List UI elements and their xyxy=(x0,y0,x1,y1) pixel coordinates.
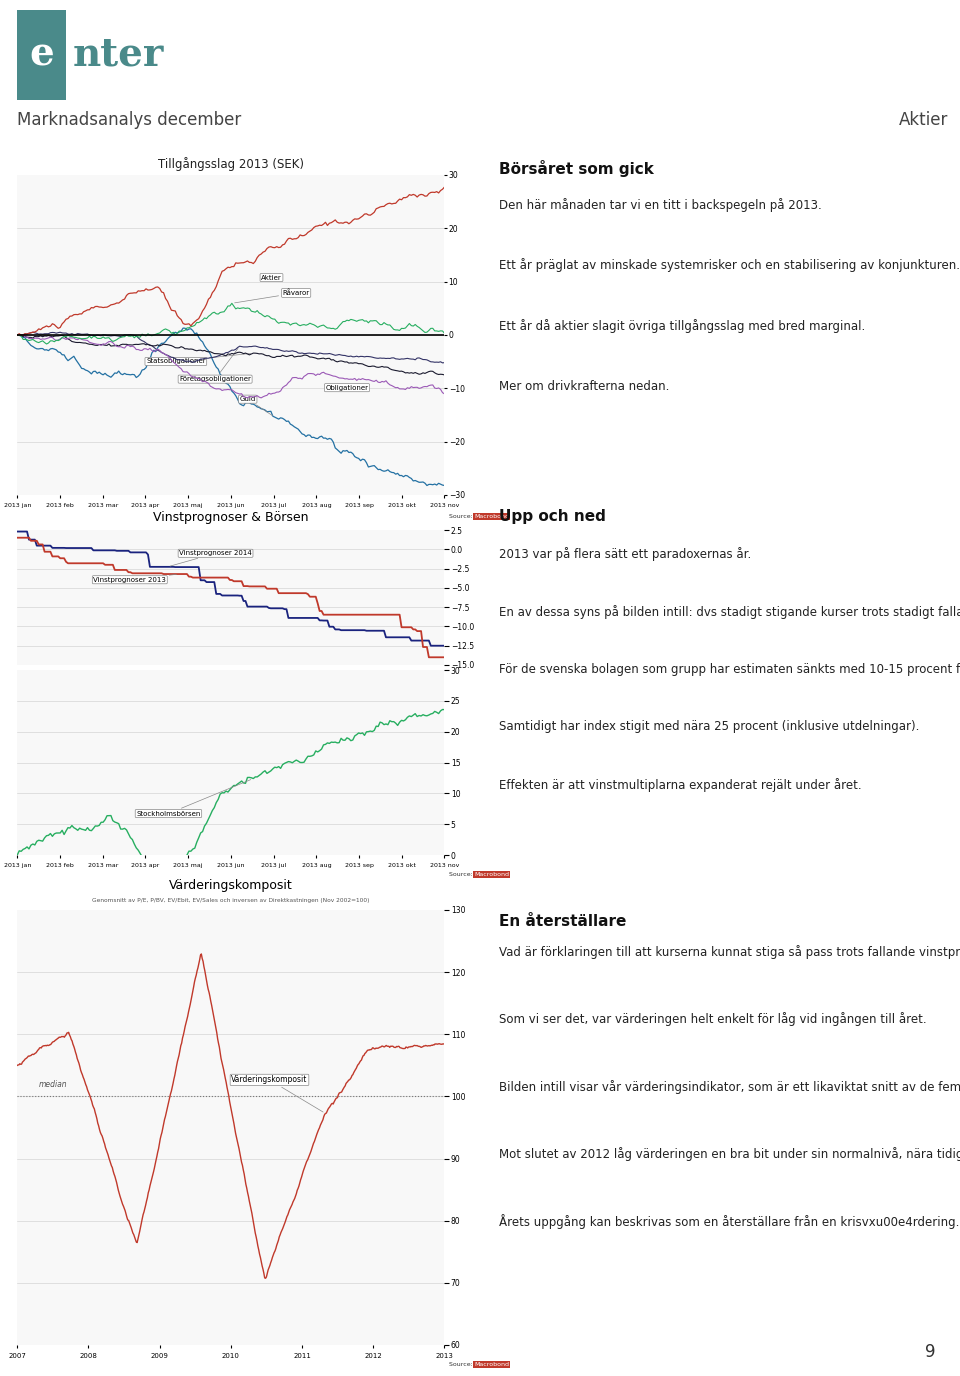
Text: Ett år präglat av minskade systemrisker och en stabilisering av konjunkturen.: Ett år präglat av minskade systemrisker … xyxy=(499,259,960,272)
Text: Mer om drivkrafterna nedan.: Mer om drivkrafterna nedan. xyxy=(499,380,669,394)
Text: Marknadsanalys december: Marknadsanalys december xyxy=(17,111,242,129)
Text: Stockholmsbörsen: Stockholmsbörsen xyxy=(136,780,251,816)
Text: Vinstprognoser 2013: Vinstprognoser 2013 xyxy=(93,574,177,583)
Text: Bilden intill visar vår värderingsindikator, som är ett likaviktat snitt av de f: Bilden intill visar vår värderingsindika… xyxy=(499,1080,960,1094)
Text: e: e xyxy=(29,36,54,74)
Text: median: median xyxy=(38,1080,67,1090)
Text: Mot slutet av 2012 låg värderingen en bra bit under sin normalnivå, nära tidigar: Mot slutet av 2012 låg värderingen en br… xyxy=(499,1148,960,1161)
Text: Aktier: Aktier xyxy=(261,275,282,281)
Text: Vad är förklaringen till att kurserna kunnat stiga så pass trots fallande vinstp: Vad är förklaringen till att kurserna ku… xyxy=(499,945,960,959)
Text: Guld: Guld xyxy=(240,396,273,416)
Text: En av dessa syns på bilden intill: dvs stadigt stigande kurser trots stadigt fal: En av dessa syns på bilden intill: dvs s… xyxy=(499,604,960,619)
Text: Macrobond: Macrobond xyxy=(474,871,510,877)
Text: För de svenska bolagen som grupp har estimaten sänkts med 10-15 procent för i år: För de svenska bolagen som grupp har est… xyxy=(499,662,960,677)
FancyBboxPatch shape xyxy=(17,10,65,100)
Text: Tillgångsslag 2013 (SEK): Tillgångsslag 2013 (SEK) xyxy=(157,157,304,171)
Text: Genomsnitt av P/E, P/BV, EV/Ebit, EV/Sales och inversen av Direktkastningen (Nov: Genomsnitt av P/E, P/BV, EV/Ebit, EV/Sal… xyxy=(92,899,370,903)
Text: Ett år då aktier slagit övriga tillgångsslag med bred marginal.: Ett år då aktier slagit övriga tillgångs… xyxy=(499,319,866,333)
Text: Värderingskomposit: Värderingskomposit xyxy=(231,1076,324,1112)
Text: Företagsobligationer: Företagsobligationer xyxy=(180,348,252,383)
Text: Source:: Source: xyxy=(448,871,474,877)
Text: Effekten är att vinstmultiplarna expanderat rejält under året.: Effekten är att vinstmultiplarna expande… xyxy=(499,777,862,793)
Text: Macrobond: Macrobond xyxy=(474,515,510,519)
Text: Samtidigt har index stigit med nära 25 procent (inklusive utdelningar).: Samtidigt har index stigit med nära 25 p… xyxy=(499,720,920,733)
Text: nter: nter xyxy=(73,36,164,74)
Text: Vinstprognoser 2014: Vinstprognoser 2014 xyxy=(170,550,252,566)
Text: Värderingskomposit: Värderingskomposit xyxy=(169,879,293,892)
Text: Som vi ser det, var värderingen helt enkelt för låg vid ingången till året.: Som vi ser det, var värderingen helt enk… xyxy=(499,1013,926,1026)
Text: Börsåret som gick: Börsåret som gick xyxy=(499,161,654,178)
Text: Source:: Source: xyxy=(448,1362,474,1368)
Text: Statsobligationer: Statsobligationer xyxy=(146,354,251,365)
Text: Vinstprognoser & Börsen: Vinstprognoser & Börsen xyxy=(154,512,308,524)
Text: Source:: Source: xyxy=(448,515,474,519)
Text: 2013 var på flera sätt ett paradoxernas år.: 2013 var på flera sätt ett paradoxernas … xyxy=(499,548,752,561)
Text: Upp och ned: Upp och ned xyxy=(499,509,606,523)
Text: Årets uppgång kan beskrivas som en återställare från en krisvxu00e4rdering.: Årets uppgång kan beskrivas som en åters… xyxy=(499,1215,960,1230)
Text: Den här månaden tar vi en titt i backspegeln på 2013.: Den här månaden tar vi en titt i backspe… xyxy=(499,198,822,212)
Text: Aktier: Aktier xyxy=(900,111,948,129)
Text: En återställare: En återställare xyxy=(499,914,627,929)
Text: Obligationer: Obligationer xyxy=(325,385,369,391)
Text: 9: 9 xyxy=(925,1343,936,1361)
Text: Macrobond: Macrobond xyxy=(474,1362,510,1368)
Text: Råvaror: Råvaror xyxy=(234,289,310,303)
